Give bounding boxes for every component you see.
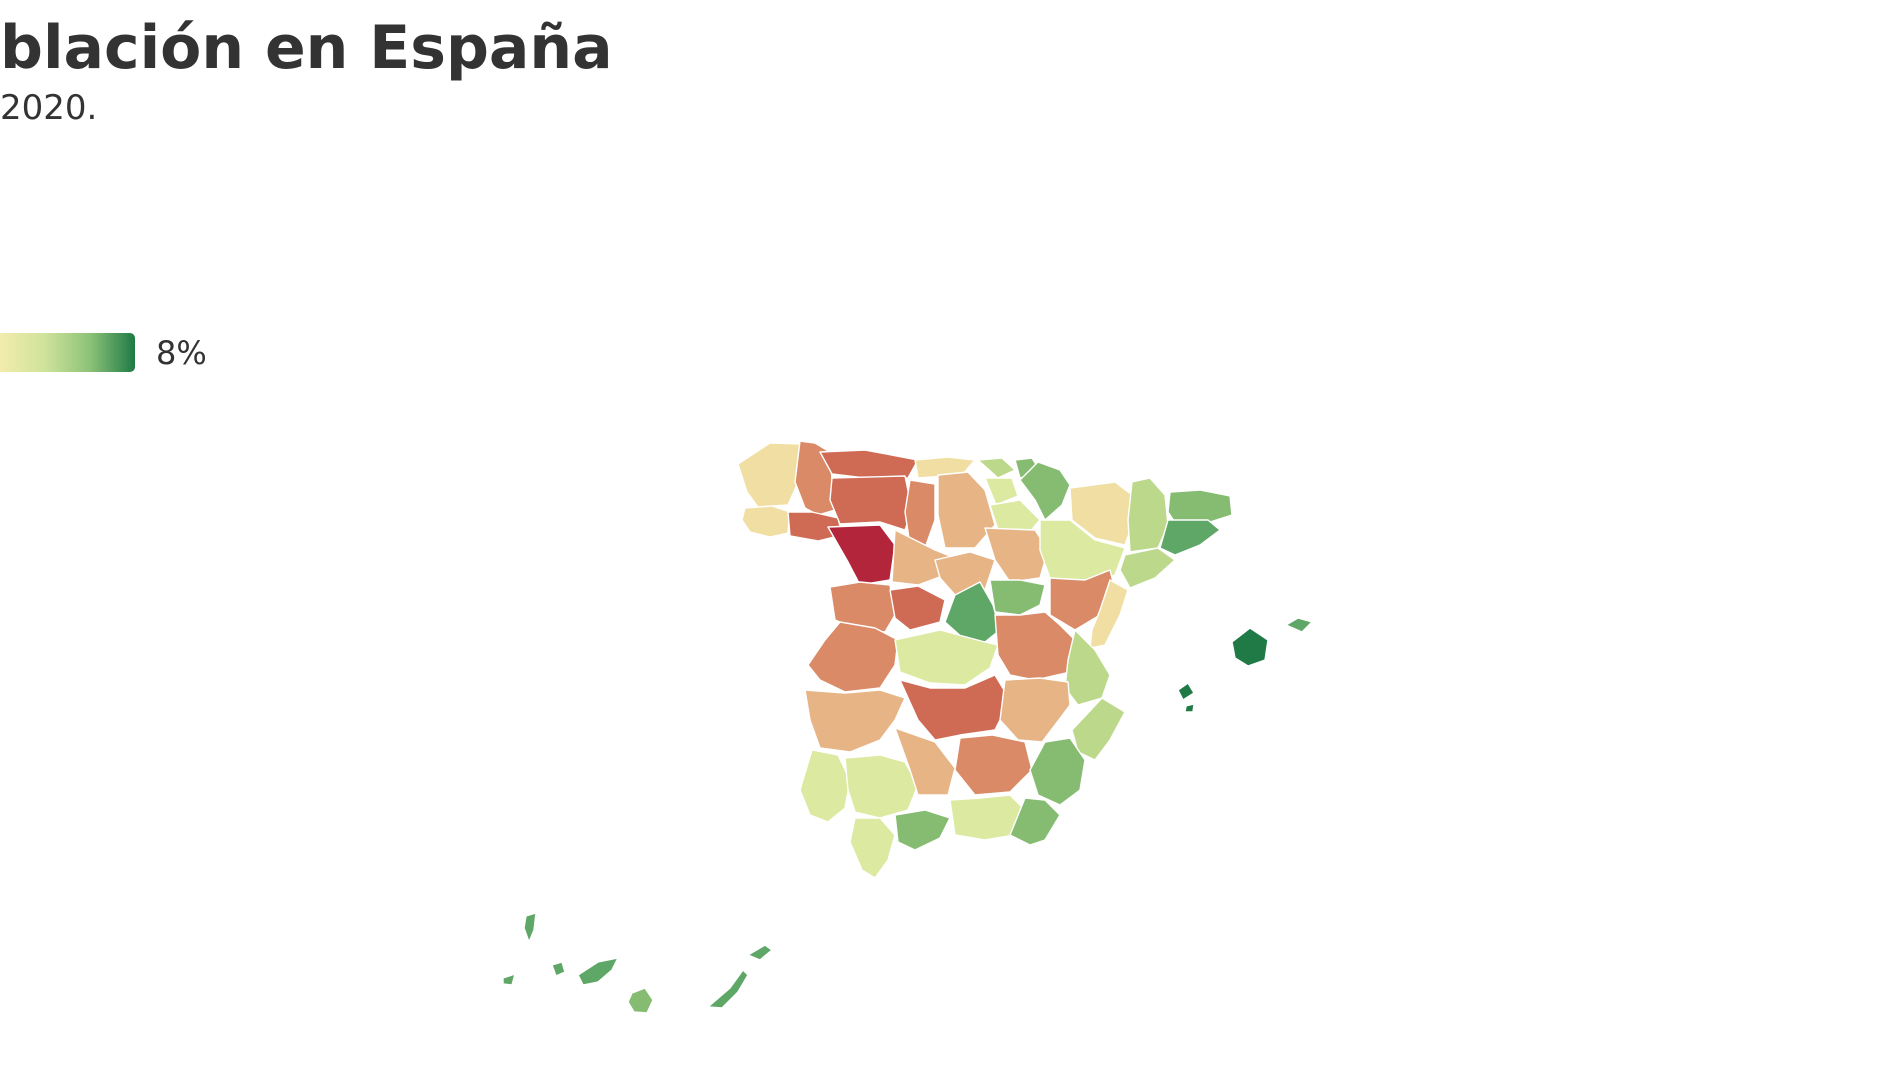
province-fuerteventura[interactable] (707, 969, 749, 1009)
legend-max-label: 8% (156, 334, 207, 372)
province-murcia[interactable] (1029, 737, 1086, 806)
province-a-coruna[interactable] (737, 442, 806, 508)
map-title: blación en España (0, 13, 613, 83)
province-toledo[interactable] (894, 629, 999, 686)
province-jaen[interactable] (954, 734, 1033, 796)
province-badajoz[interactable] (804, 689, 906, 753)
province-almeria[interactable] (1009, 797, 1061, 846)
province-ibiza[interactable] (1177, 682, 1195, 701)
province-gran-canaria[interactable] (627, 987, 654, 1014)
province-huelva[interactable] (799, 749, 851, 823)
province-la-palma[interactable] (523, 912, 537, 943)
province-mallorca[interactable] (1231, 627, 1269, 667)
province-guadalajara[interactable] (989, 579, 1046, 616)
map-subtitle: 2020. (0, 88, 98, 128)
province-la-gomera[interactable] (551, 961, 566, 977)
province-formentera[interactable] (1184, 703, 1195, 713)
province-caceres[interactable] (807, 621, 899, 693)
province-alicante[interactable] (1071, 697, 1126, 761)
province-cordoba[interactable] (894, 727, 956, 796)
province-avila[interactable] (889, 585, 946, 631)
province-el-hierro[interactable] (502, 973, 516, 986)
province-navarra[interactable] (1019, 461, 1071, 521)
province-segovia[interactable] (934, 551, 996, 596)
province-castellon[interactable] (1089, 579, 1129, 649)
province-valencia[interactable] (1064, 629, 1111, 706)
province-pontevedra[interactable] (741, 505, 791, 538)
province-madrid[interactable] (944, 581, 1001, 643)
province-araba-alava[interactable] (984, 477, 1019, 506)
province-asturias[interactable] (819, 449, 919, 479)
province-lanzarote[interactable] (747, 944, 773, 961)
province-soria[interactable] (984, 527, 1049, 583)
province-tenerife[interactable] (577, 957, 619, 986)
province-malaga[interactable] (894, 809, 951, 851)
legend-gradient-bar (0, 333, 135, 372)
province-leon[interactable] (829, 475, 913, 531)
province-zamora[interactable] (827, 524, 896, 586)
province-burgos[interactable] (937, 471, 996, 549)
province-zaragoza[interactable] (1039, 519, 1126, 589)
province-albacete[interactable] (999, 677, 1071, 743)
province-tarragona[interactable] (1119, 547, 1176, 589)
province-menorca[interactable] (1285, 617, 1313, 633)
province-bizkaia[interactable] (977, 457, 1016, 479)
province-cadiz[interactable] (849, 817, 896, 879)
province-salamanca[interactable] (829, 581, 896, 633)
province-sevilla[interactable] (844, 754, 919, 819)
province-barcelona[interactable] (1159, 519, 1221, 556)
province-la-rioja[interactable] (989, 499, 1041, 535)
